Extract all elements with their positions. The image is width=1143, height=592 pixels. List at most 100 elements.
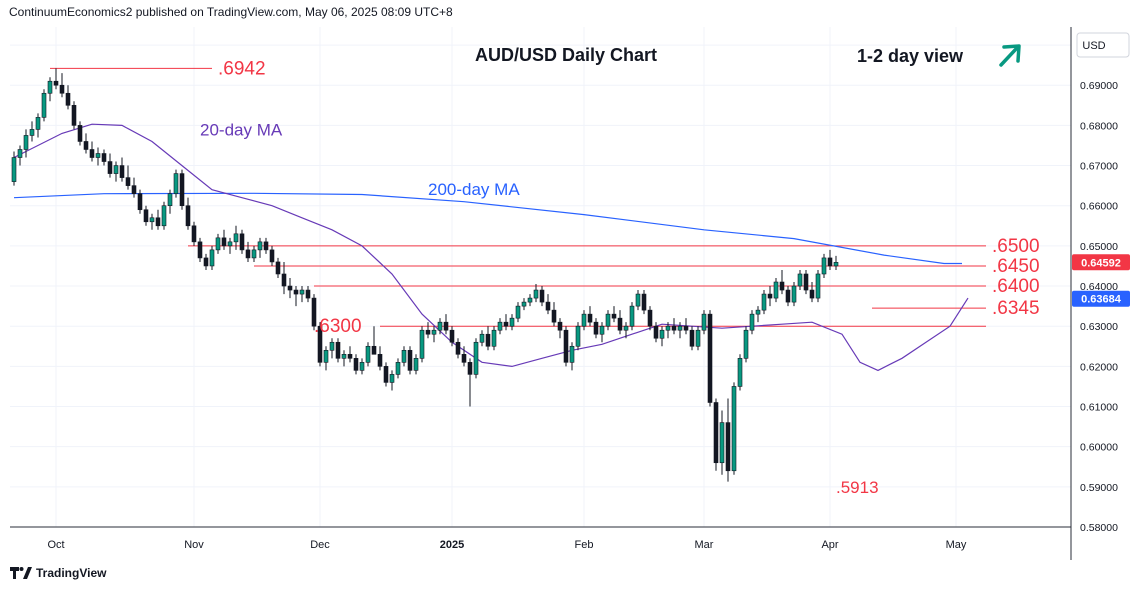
candle-body xyxy=(707,313,713,403)
candle-body xyxy=(563,329,569,363)
candle-body xyxy=(821,257,827,275)
candle-body xyxy=(263,241,269,251)
candle-body xyxy=(35,117,41,130)
candle-body xyxy=(785,289,791,303)
candle-body xyxy=(509,317,515,327)
annotation-label: 20-day MA xyxy=(200,120,283,139)
candle-body xyxy=(605,313,611,327)
candle-body xyxy=(389,374,395,383)
grid-lines xyxy=(10,27,1071,528)
candle-body xyxy=(323,349,329,363)
candle-body xyxy=(659,329,665,339)
candle-body xyxy=(473,341,479,375)
candle-body xyxy=(611,313,617,319)
candle-body xyxy=(599,325,605,335)
footer: TradingView xyxy=(10,566,106,580)
candle-body xyxy=(53,80,59,86)
candle-body xyxy=(347,354,353,359)
candle-body xyxy=(83,141,89,150)
candle-body xyxy=(125,177,131,186)
y-tick-label: 0.62000 xyxy=(1080,361,1118,373)
candle-body xyxy=(767,293,773,299)
level-label: .6500 xyxy=(992,236,1040,257)
currency-button xyxy=(1076,32,1130,58)
candle-body xyxy=(743,329,749,359)
candle-body xyxy=(359,362,365,371)
candle-body xyxy=(179,173,185,207)
annotation-label: 200-day MA xyxy=(428,180,520,199)
candle-body xyxy=(59,84,65,94)
candle-body xyxy=(815,273,821,299)
candle-body xyxy=(749,313,755,331)
candle-body xyxy=(137,193,143,211)
candles xyxy=(11,68,839,482)
candle-body xyxy=(353,358,359,371)
candle-body xyxy=(497,321,503,331)
candle-body xyxy=(665,325,671,331)
candle-body xyxy=(629,305,635,327)
candle-body xyxy=(533,289,539,299)
candle-body xyxy=(101,153,107,162)
candle-body xyxy=(461,354,467,363)
candle-body xyxy=(335,341,341,359)
candle-body xyxy=(11,157,17,182)
y-tick-label: 0.60000 xyxy=(1080,442,1118,454)
y-tick-label: 0.58000 xyxy=(1080,522,1118,534)
candle-body xyxy=(569,345,575,363)
candle-body xyxy=(131,185,137,194)
candle-body xyxy=(41,92,47,118)
candle-body xyxy=(341,354,347,359)
x-tick-label: Apr xyxy=(821,539,838,551)
y-tick-label: 0.61000 xyxy=(1080,402,1118,414)
x-tick-label: May xyxy=(946,539,967,551)
y-tick-label: 0.63000 xyxy=(1080,321,1118,333)
chart-labels: .6942 .6500.6450.6400.6345 .6300 20-day MA 2… xyxy=(200,44,1040,497)
candle-body xyxy=(419,329,425,359)
candle-body xyxy=(671,325,677,331)
candle-body xyxy=(761,293,767,311)
candle-body xyxy=(797,273,803,287)
candle-body xyxy=(23,135,29,150)
arrow-shaft xyxy=(999,47,1018,67)
publisher-header: ContinuumEconomics2 published on Trading… xyxy=(9,5,453,19)
candle-body xyxy=(593,321,599,335)
y-tick-label: 0.65000 xyxy=(1080,241,1118,253)
y-tick-label: 0.66000 xyxy=(1080,201,1118,213)
candle-body xyxy=(71,105,77,126)
arrow-head xyxy=(1002,44,1021,63)
candle-body xyxy=(479,333,485,343)
candle-body xyxy=(737,358,743,387)
candle-body xyxy=(287,285,293,291)
candle-body xyxy=(257,241,263,251)
arrow-up-right-icon xyxy=(999,44,1021,67)
candle-body xyxy=(647,309,653,327)
level-label: .6300 xyxy=(314,316,362,337)
candle-body xyxy=(407,349,413,371)
candle-body xyxy=(173,173,179,194)
candle-body xyxy=(551,309,557,323)
candle-body xyxy=(281,273,287,287)
candle-body xyxy=(683,325,689,331)
candle-body xyxy=(755,309,761,315)
candle-body xyxy=(635,293,641,307)
x-tick-label: Feb xyxy=(575,539,594,551)
candle-body xyxy=(47,80,53,94)
moving-averages xyxy=(13,123,969,372)
candle-body xyxy=(773,281,779,299)
candle-body xyxy=(779,281,785,291)
candle-body xyxy=(521,301,527,307)
candle-body xyxy=(77,125,83,142)
candle-body xyxy=(557,321,563,331)
candle-body xyxy=(623,325,629,331)
candle-body xyxy=(791,285,797,303)
candle-body xyxy=(233,233,239,243)
candle-body xyxy=(107,161,113,174)
candle-body xyxy=(89,149,95,158)
candle-body xyxy=(617,317,623,331)
candle-body xyxy=(827,257,833,267)
candle-body xyxy=(221,237,227,247)
candle-body xyxy=(809,289,815,299)
y-tick-label: 0.69000 xyxy=(1080,80,1118,92)
candle-body xyxy=(719,422,725,464)
